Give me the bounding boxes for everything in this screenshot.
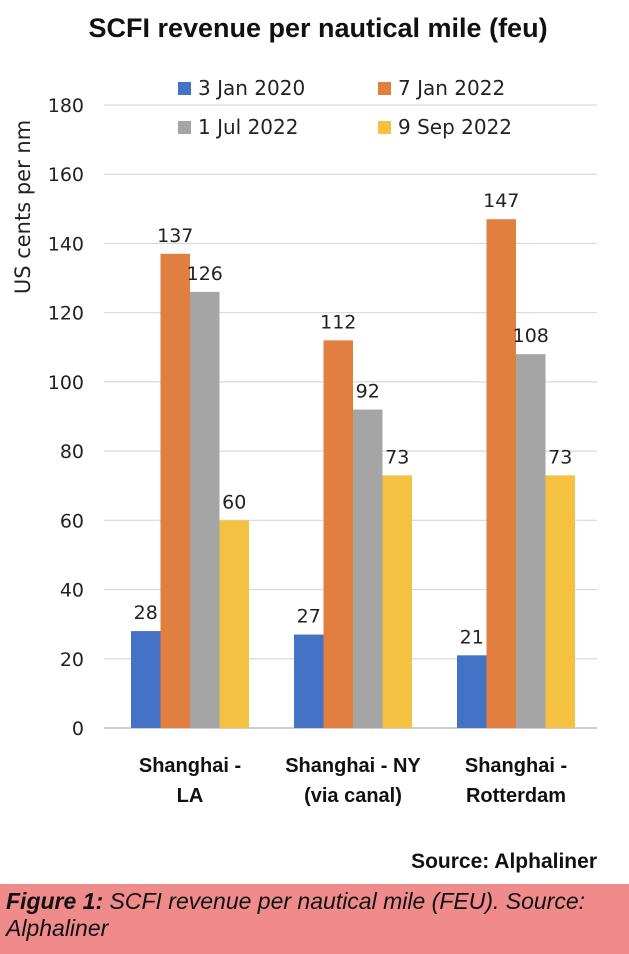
legend-swatch	[178, 121, 191, 134]
data-label: 28	[134, 602, 158, 624]
chart-container: SCFI revenue per nautical mile (feu) US …	[11, 13, 597, 873]
legend-entry: 3 Jan 2020	[198, 76, 305, 100]
y-tick-label: 40	[60, 580, 84, 602]
data-label: 21	[460, 626, 484, 648]
data-label: 60	[222, 491, 246, 513]
bar	[131, 631, 161, 728]
bar	[323, 340, 353, 728]
bar	[160, 253, 190, 729]
bar-chart: SCFI revenue per nautical mile (feu) US …	[11, 13, 597, 873]
data-label: 108	[513, 325, 549, 347]
figure-caption: Figure 1: SCFI revenue per nautical mile…	[0, 884, 629, 954]
legend-entry: 9 Sep 2022	[398, 115, 512, 139]
bar	[516, 354, 546, 728]
y-tick-label: 60	[60, 510, 84, 532]
category-label: (via canal)	[304, 785, 402, 807]
y-axis-ticks: 0 20 40 60 80 100 120 140 160 180	[48, 95, 84, 740]
source-note: Source: Alphaliner	[411, 850, 597, 873]
legend-swatch	[378, 121, 391, 134]
bar	[353, 409, 383, 728]
bar	[294, 634, 324, 728]
bar	[545, 475, 575, 728]
legend-swatch	[178, 82, 191, 95]
bar	[190, 291, 220, 728]
y-tick-label: 160	[48, 164, 84, 186]
figure-caption-text: SCFI revenue per nautical mile (FEU). So…	[6, 888, 586, 941]
data-labels: 28 137 126 60 27 112 92 73 21 147 108 73	[134, 190, 573, 648]
legend: 3 Jan 2020 7 Jan 2022 1 Jul 2022 9 Sep 2022	[178, 76, 512, 139]
category-label: Shanghai - NY	[285, 755, 421, 777]
category-label: Shanghai -	[139, 755, 241, 777]
category-labels: Shanghai - LA Shanghai - NY (via canal) Shan…	[139, 755, 567, 807]
data-label: 126	[187, 263, 223, 285]
y-tick-label: 140	[48, 233, 84, 255]
data-label: 137	[157, 225, 193, 247]
data-label: 92	[356, 381, 380, 403]
data-label: 73	[385, 446, 409, 468]
category-label: LA	[177, 785, 204, 807]
bar	[457, 655, 487, 728]
data-label: 27	[297, 606, 321, 628]
y-tick-label: 0	[72, 718, 84, 740]
legend-entry: 1 Jul 2022	[198, 115, 298, 139]
data-label: 147	[483, 190, 519, 212]
category-label: Shanghai -	[465, 755, 567, 777]
bar	[486, 219, 516, 728]
bar	[219, 520, 249, 728]
data-label: 112	[320, 311, 356, 333]
y-tick-label: 120	[48, 303, 84, 325]
chart-title: SCFI revenue per nautical mile (feu)	[88, 13, 547, 43]
y-tick-label: 20	[60, 649, 84, 671]
y-tick-label: 180	[48, 95, 84, 117]
bar	[382, 475, 412, 728]
category-label: Rotterdam	[466, 785, 566, 807]
legend-swatch	[378, 82, 391, 95]
bars	[131, 219, 575, 729]
y-tick-label: 80	[60, 441, 84, 463]
y-tick-label: 100	[48, 372, 84, 394]
y-axis-label: US cents per nm	[11, 120, 35, 294]
legend-entry: 7 Jan 2022	[398, 76, 505, 100]
data-label: 73	[548, 446, 572, 468]
figure-caption-label: Figure 1:	[6, 888, 104, 914]
